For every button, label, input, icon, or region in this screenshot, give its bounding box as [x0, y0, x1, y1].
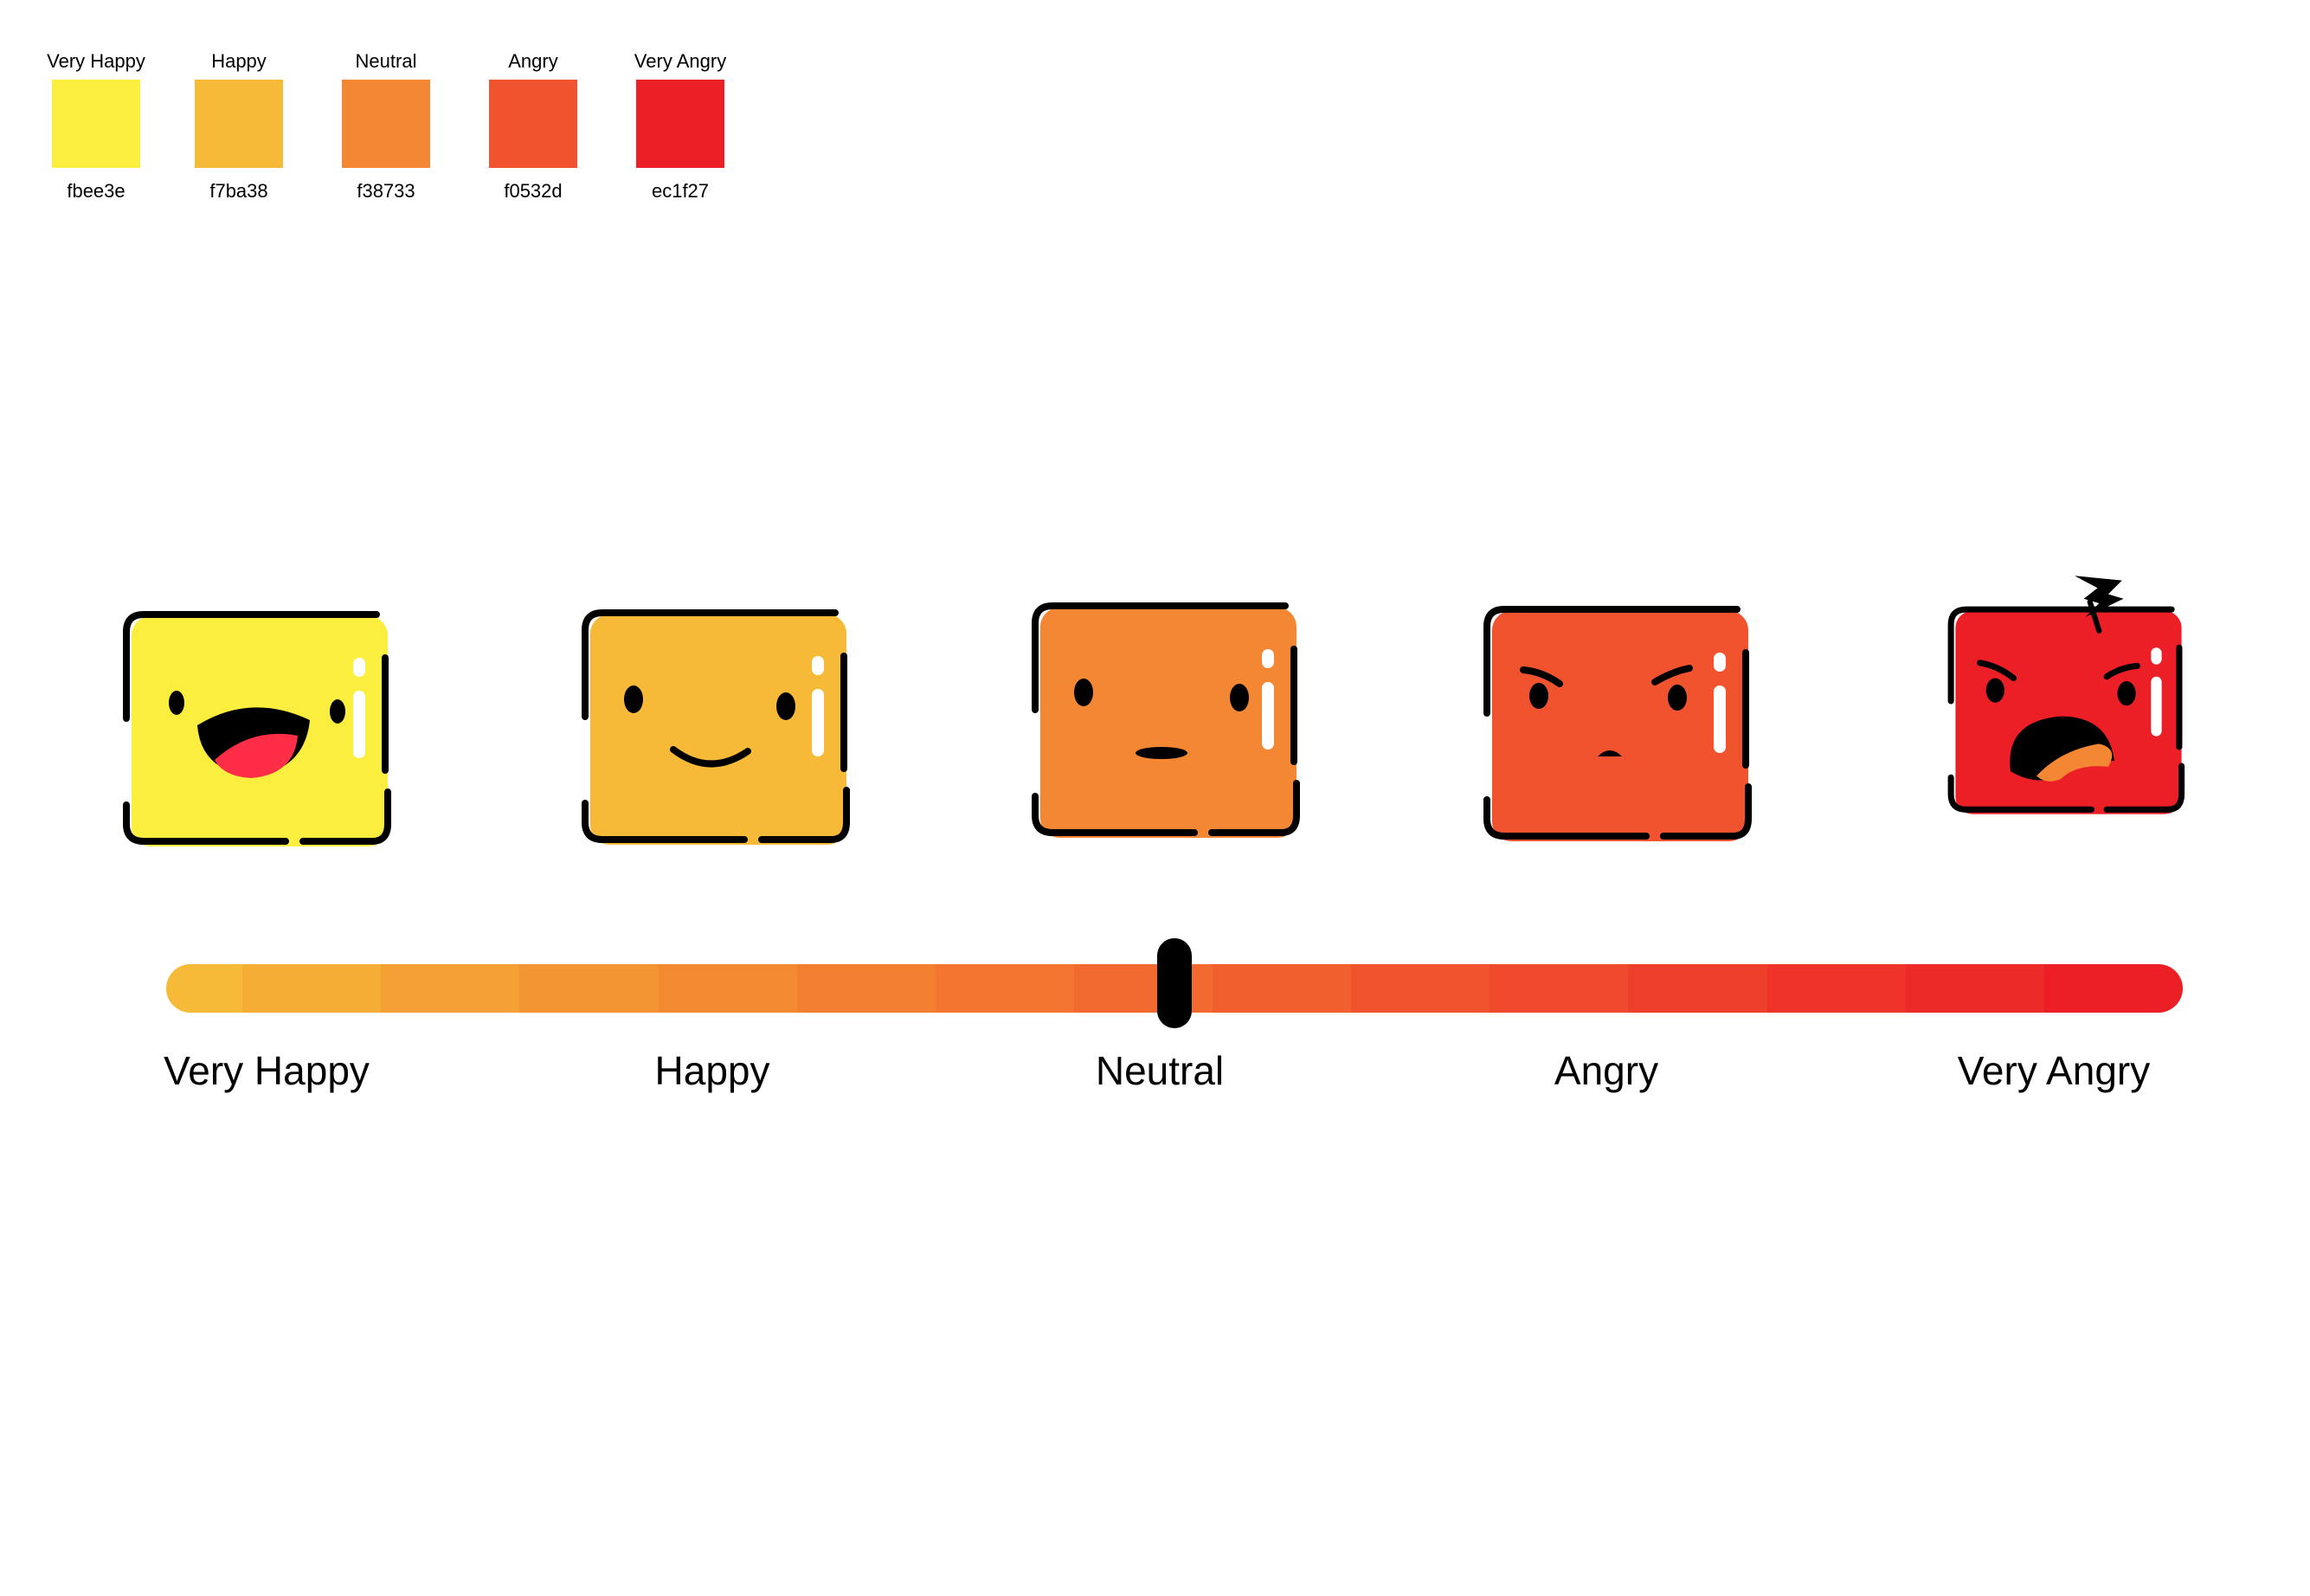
slider-gradient-segment	[1628, 964, 1767, 1013]
scale-label-very-angry: Very Angry	[1957, 1048, 2151, 1093]
swatch-color-box	[342, 80, 430, 168]
very-angry-face-icon[interactable]	[1930, 571, 2207, 831]
mood-scale-labels: Very Happy Happy Neutral Angry Very Angr…	[0, 1047, 2310, 1108]
swatch-label: Angry	[508, 50, 558, 72]
angry-face-icon[interactable]	[1482, 601, 1759, 860]
slider-gradient-segment	[935, 964, 1074, 1013]
slider-gradient-segment	[1213, 964, 1352, 1013]
swatch-hex-code: fbee3e	[67, 180, 125, 202]
swatch-hex-code: f0532d	[504, 180, 563, 202]
swatch-color-box	[636, 80, 724, 168]
slider-gradient-segment	[1905, 964, 2044, 1013]
slider-gradient-segment	[658, 964, 797, 1013]
slider-gradient-segment	[1073, 964, 1213, 1013]
swatch-hex-code: f7ba38	[209, 180, 268, 202]
slider-gradient-segment	[1351, 964, 1490, 1013]
color-palette: Very Happy fbee3e Happy f7ba38 Neutral f…	[0, 0, 779, 225]
palette-swatch-very-angry: Very Angry ec1f27	[611, 48, 750, 203]
palette-swatch-very-happy: Very Happy fbee3e	[27, 48, 165, 203]
mood-slider-handle[interactable]	[1157, 938, 1192, 1028]
slider-gradient-segment	[381, 964, 520, 1013]
slider-gradient-segment	[166, 964, 243, 1013]
happy-face-icon[interactable]	[580, 604, 857, 864]
swatch-label: Very Happy	[47, 50, 145, 72]
swatch-label: Neutral	[355, 50, 417, 72]
scale-label-neutral: Neutral	[1095, 1048, 1225, 1093]
slider-gradient-segment	[242, 964, 382, 1013]
mood-slider-track[interactable]	[166, 964, 2183, 1013]
scale-label-very-happy: Very Happy	[164, 1048, 370, 1093]
slider-gradient-segment	[519, 964, 659, 1013]
swatch-color-box	[195, 80, 283, 168]
swatch-color-box	[52, 80, 140, 168]
slider-gradient-segment	[1766, 964, 1906, 1013]
neutral-face-icon[interactable]	[1030, 597, 1307, 857]
slider-gradient-segment	[2043, 964, 2183, 1013]
slider-gradient-segment	[1490, 964, 1629, 1013]
palette-swatch-angry: Angry f0532d	[464, 48, 602, 203]
mood-slider[interactable]	[166, 938, 2183, 1028]
palette-swatch-happy: Happy f7ba38	[170, 48, 308, 203]
palette-swatch-neutral: Neutral f38733	[317, 48, 455, 203]
very-happy-face-icon[interactable]	[121, 606, 398, 866]
swatch-color-box	[489, 80, 577, 168]
swatch-hex-code: ec1f27	[651, 180, 710, 202]
scale-label-angry: Angry	[1554, 1048, 1659, 1093]
swatch-hex-code: f38733	[357, 180, 415, 202]
scale-label-happy: Happy	[654, 1048, 770, 1093]
slider-gradient-segment	[796, 964, 936, 1013]
swatch-label: Happy	[211, 50, 267, 72]
swatch-label: Very Angry	[634, 50, 727, 72]
